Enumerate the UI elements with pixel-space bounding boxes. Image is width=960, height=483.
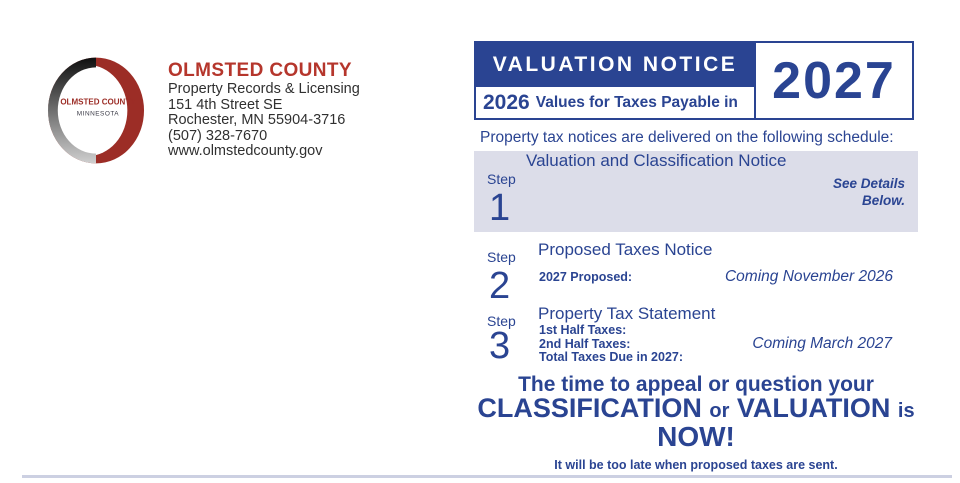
logo-gradient-ring	[47, 57, 96, 164]
step-1-title: Valuation and Classification Notice	[526, 151, 787, 170]
sender-city: Rochester, MN 55904-3716	[168, 112, 346, 129]
payable-year: 2027	[772, 51, 896, 110]
appeal-now: NOW!	[657, 421, 735, 452]
step-3-line-1: 1st Half Taxes:	[539, 323, 627, 337]
step-1-number: 1	[489, 187, 511, 229]
payable-year-box: 2027	[756, 43, 912, 118]
step-3-number: 3	[489, 325, 511, 367]
values-text: Values for Taxes Payable in	[535, 93, 738, 111]
notice-column: VALUATION NOTICE 2026 Values for Taxes P…	[474, 41, 918, 483]
sender-name: OLMSTED COUNTY	[168, 60, 352, 81]
step-1-label: Step	[487, 171, 516, 187]
step-3-line-2: 2nd Half Taxes:	[539, 337, 631, 351]
appeal-line-1: The time to appeal or question your	[518, 373, 874, 396]
sender-website: www.olmstedcounty.gov	[168, 143, 323, 160]
step-3-note: Coming March 2027	[752, 335, 892, 352]
sender-street: 151 4th Street SE	[168, 96, 283, 113]
sender-department: Property Records & Licensing	[168, 81, 360, 97]
values-year: 2026	[483, 90, 530, 114]
bottom-divider	[22, 475, 952, 478]
schedule-intro: Property tax notices are delivered on th…	[480, 129, 894, 146]
step-2-note: Coming November 2026	[724, 268, 893, 285]
step-2-title: Proposed Taxes Notice	[538, 240, 713, 259]
step-3-label: Step	[487, 313, 516, 329]
step-2-number: 2	[489, 265, 511, 307]
appeal-line-2: CLASSIFICATION or VALUATION is	[444, 393, 948, 424]
appeal-classification: CLASSIFICATION	[477, 393, 702, 423]
appeal-footnote: It will be too late when proposed taxes …	[554, 458, 838, 472]
sender-address-block: OLMSTED COUNTY Property Records & Licens…	[168, 60, 360, 160]
step-1-note: See Details Below.	[832, 176, 905, 208]
notice-header-box: VALUATION NOTICE 2026 Values for Taxes P…	[474, 41, 914, 120]
sender-phone: (507) 328-7670	[168, 127, 268, 144]
logo-county-text: OLMSTED COUNTY	[60, 98, 136, 107]
valuation-notice-banner: VALUATION NOTICE	[476, 43, 754, 87]
step-2-label: Step	[487, 249, 516, 265]
county-logo-icon: OLMSTED COUNTY MINNESOTA	[47, 57, 145, 164]
step-1-highlight-box	[474, 151, 918, 232]
appeal-is: is	[897, 400, 915, 422]
step-3-title: Property Tax Statement	[538, 304, 716, 323]
step-3-line-3: Total Taxes Due in 2027:	[539, 350, 684, 364]
appeal-valuation: VALUATION	[736, 393, 891, 423]
appeal-or: or	[709, 400, 730, 422]
logo-state-text: MINNESOTA	[77, 110, 119, 117]
step-2-line: 2027 Proposed:	[539, 270, 633, 284]
values-subtitle: 2026 Values for Taxes Payable in	[476, 87, 754, 118]
